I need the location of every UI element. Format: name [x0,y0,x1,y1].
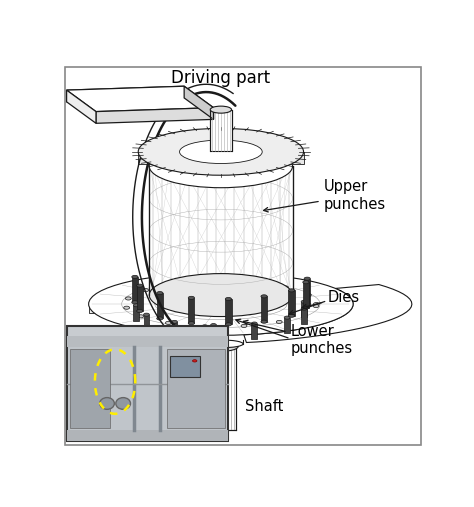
Bar [172,322,177,338]
Bar [301,309,307,324]
Ellipse shape [202,324,208,328]
Bar [137,285,143,311]
Bar [70,349,110,427]
Polygon shape [66,86,184,102]
Ellipse shape [137,284,143,287]
Ellipse shape [126,297,131,300]
Bar [205,348,237,430]
Bar [66,430,228,442]
Text: Shaft: Shaft [245,399,283,414]
Ellipse shape [138,128,303,175]
Ellipse shape [225,298,231,301]
Ellipse shape [249,281,255,284]
Ellipse shape [143,288,148,292]
Ellipse shape [225,323,231,326]
Bar [188,298,194,323]
Polygon shape [66,90,96,123]
Ellipse shape [203,341,238,351]
Ellipse shape [305,294,311,297]
Ellipse shape [210,323,217,327]
Bar [301,302,307,317]
Ellipse shape [313,305,319,308]
Bar [66,336,228,347]
Bar [144,315,149,330]
Ellipse shape [188,321,194,325]
Polygon shape [184,86,213,119]
Text: Lower
punches: Lower punches [243,320,353,356]
Ellipse shape [165,321,171,324]
Ellipse shape [261,320,267,323]
Bar [134,305,139,321]
Ellipse shape [134,304,139,307]
Bar [284,317,290,333]
Ellipse shape [289,289,295,292]
Text: Dies: Dies [302,289,360,309]
Polygon shape [244,284,412,343]
Ellipse shape [199,340,243,348]
Ellipse shape [180,140,262,164]
Ellipse shape [301,300,307,303]
Ellipse shape [261,295,267,298]
Bar [261,296,267,322]
Ellipse shape [302,313,308,316]
Ellipse shape [304,277,310,280]
Ellipse shape [149,274,292,316]
Polygon shape [138,152,303,164]
Ellipse shape [192,359,197,362]
Bar [289,291,295,316]
Ellipse shape [303,281,309,284]
Text: Upper
punches: Upper punches [264,179,386,212]
Ellipse shape [149,145,292,188]
Ellipse shape [276,320,282,323]
Polygon shape [66,86,213,112]
Polygon shape [89,304,353,313]
Bar [68,347,227,430]
Bar [225,299,231,324]
Ellipse shape [138,315,144,318]
Ellipse shape [210,106,231,113]
Ellipse shape [313,303,319,306]
Ellipse shape [89,273,353,335]
Ellipse shape [100,397,114,409]
Ellipse shape [157,317,163,320]
Bar [171,356,200,377]
Ellipse shape [283,286,289,289]
Ellipse shape [284,316,290,319]
Bar [304,279,310,304]
Ellipse shape [124,306,129,309]
Polygon shape [149,166,292,295]
Bar [132,277,138,302]
Bar [303,282,309,308]
Ellipse shape [144,313,149,316]
Ellipse shape [137,309,143,313]
Bar [210,325,217,341]
Bar [66,327,228,442]
Text: Driving part: Driving part [171,69,271,87]
Ellipse shape [210,280,216,283]
Polygon shape [96,107,213,123]
Bar [167,349,225,427]
Ellipse shape [303,306,309,309]
Ellipse shape [251,322,257,325]
Ellipse shape [304,303,310,306]
Ellipse shape [132,301,138,304]
Ellipse shape [116,397,130,409]
Ellipse shape [301,307,307,310]
Ellipse shape [132,275,138,278]
Ellipse shape [157,292,163,295]
Ellipse shape [173,282,179,286]
Ellipse shape [289,314,295,317]
Ellipse shape [172,320,177,323]
Bar [157,293,163,318]
Ellipse shape [188,296,194,300]
Ellipse shape [241,324,247,328]
Bar [210,110,231,152]
Bar [251,323,257,339]
